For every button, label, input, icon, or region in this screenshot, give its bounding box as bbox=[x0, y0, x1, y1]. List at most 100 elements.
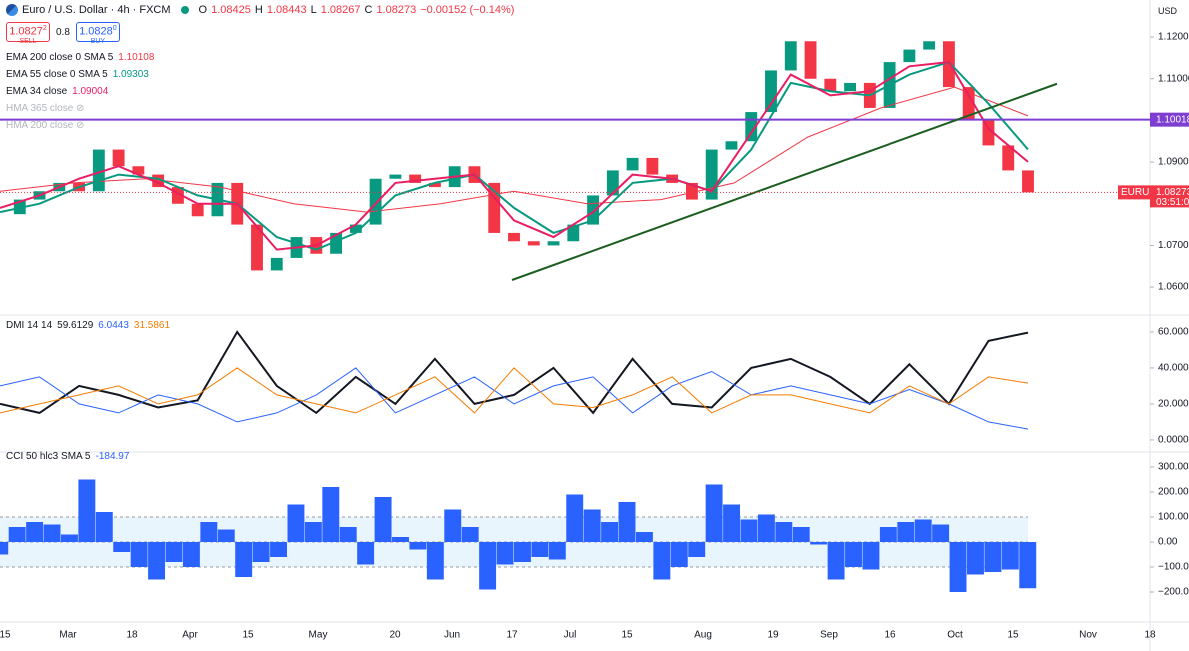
candle bbox=[132, 166, 145, 175]
cci-bar bbox=[287, 504, 305, 542]
y-tick-label: 1.12000 bbox=[1158, 32, 1189, 43]
x-tick-label: Mar bbox=[59, 630, 77, 641]
high-value: 1.08443 bbox=[266, 4, 307, 16]
legend-ema34[interactable]: EMA 34 close 1.09004 bbox=[6, 86, 108, 97]
x-tick-label: 18 bbox=[126, 630, 138, 641]
cci-bar bbox=[444, 509, 462, 542]
legend-label: CCI 50 hlc3 SMA 5 bbox=[6, 451, 91, 462]
symbol[interactable]: Euro / U.S. Dollar · 4h · FXCM bbox=[22, 4, 171, 16]
candle bbox=[409, 174, 422, 183]
cci-bar bbox=[409, 542, 427, 550]
candle bbox=[191, 203, 204, 217]
close-value: 1.08273 bbox=[376, 4, 417, 16]
x-tick-label: Nov bbox=[1079, 630, 1097, 641]
high-label: H bbox=[254, 4, 263, 16]
cci-bar bbox=[514, 542, 531, 562]
cci-bar bbox=[984, 542, 1002, 572]
cci-bar bbox=[845, 542, 862, 567]
legend-value: 1.09004 bbox=[72, 86, 109, 97]
ema200-line bbox=[0, 86, 1029, 213]
buy-label: BUY bbox=[90, 38, 106, 46]
candle bbox=[725, 141, 738, 150]
candle bbox=[547, 241, 560, 246]
cci-bar bbox=[479, 542, 497, 590]
candle bbox=[705, 149, 718, 200]
cci-bar bbox=[670, 542, 688, 567]
x-tick-label: Oct bbox=[947, 630, 963, 641]
trendline bbox=[511, 82, 1058, 281]
cci-bar bbox=[653, 542, 671, 580]
legend-cci[interactable]: CCI 50 hlc3 SMA 5 -184.97 bbox=[6, 451, 129, 462]
candle bbox=[152, 174, 165, 188]
cci-bar bbox=[165, 542, 183, 562]
cci-bar bbox=[740, 519, 758, 542]
legend-value: 1.09303 bbox=[112, 69, 149, 80]
candle bbox=[646, 157, 659, 175]
legend-label: EMA 34 close bbox=[6, 86, 68, 97]
legend-ema200[interactable]: EMA 200 close 0 SMA 5 1.10108 bbox=[6, 52, 154, 63]
y-tick-label: 1.09000 bbox=[1158, 157, 1189, 168]
legend-dmi[interactable]: DMI 14 14 59.6129 6.0443 31.5861 bbox=[6, 320, 170, 331]
cci-bar bbox=[688, 542, 706, 557]
open-value: 1.08425 bbox=[211, 4, 251, 16]
legend-hma365[interactable]: HMA 365 close ⊘ bbox=[6, 103, 85, 114]
countdown: 03:51:0 bbox=[1156, 197, 1189, 208]
close-label: C bbox=[364, 4, 373, 16]
cci-bar bbox=[60, 534, 78, 542]
x-tick-label: 15 bbox=[242, 630, 254, 641]
y-tick-label: 60.0000 bbox=[1158, 327, 1189, 338]
y-tick-label: 0.0000 bbox=[1158, 435, 1189, 446]
legend-label: EMA 200 close 0 SMA 5 bbox=[6, 52, 114, 63]
y-tick-label: −200.00 bbox=[1158, 587, 1189, 598]
candle bbox=[824, 78, 837, 92]
trade-panel: 1.08272 SELL 0.8 1.08280 BUY bbox=[6, 22, 120, 45]
y-tick-label: 20.0000 bbox=[1158, 399, 1189, 410]
cci-bar bbox=[235, 542, 253, 577]
sell-button[interactable]: 1.08272 SELL bbox=[6, 22, 50, 45]
buy-sup: 0 bbox=[112, 25, 117, 32]
candle bbox=[903, 49, 916, 63]
candle bbox=[626, 157, 639, 171]
candle bbox=[982, 120, 995, 146]
x-tick-label: 15 bbox=[621, 630, 633, 641]
x-tick-label: Aug bbox=[694, 630, 712, 641]
ema55-line bbox=[0, 60, 1029, 251]
candle bbox=[804, 41, 817, 79]
x-tick-label: 20 bbox=[389, 630, 401, 641]
legend-label: HMA 365 close bbox=[6, 103, 74, 114]
x-tick-label: 18 bbox=[1144, 630, 1156, 641]
cci-bar bbox=[78, 479, 96, 542]
cci-bar bbox=[113, 542, 131, 552]
x-tick-label: Jul bbox=[564, 630, 577, 641]
legend-ema55[interactable]: EMA 55 close 0 SMA 5 1.09303 bbox=[6, 69, 149, 80]
candle bbox=[567, 224, 580, 242]
legend-label: DMI 14 14 bbox=[6, 320, 53, 331]
x-tick-label: 16 bbox=[884, 630, 896, 641]
candle bbox=[171, 187, 184, 204]
candle bbox=[942, 41, 955, 88]
buy-button[interactable]: 1.08280 BUY bbox=[75, 22, 120, 45]
sell-price: 1.0827 bbox=[9, 25, 43, 38]
level-label: 1.10018 bbox=[1156, 114, 1189, 125]
low-value: 1.08267 bbox=[320, 4, 361, 16]
y-tick-label: 200.00 bbox=[1158, 487, 1189, 498]
candle bbox=[1002, 145, 1015, 171]
y-tick-label: 1.06000 bbox=[1158, 282, 1189, 293]
cci-bar bbox=[792, 527, 810, 542]
cci-bar bbox=[43, 524, 61, 542]
cci-bar bbox=[252, 542, 270, 562]
x-tick-label: 17 bbox=[506, 630, 518, 641]
x-tick-label: Jun bbox=[444, 630, 460, 641]
candle bbox=[1022, 170, 1034, 193]
level-tag bbox=[1150, 112, 1189, 127]
y-tick-label: −100.00 bbox=[1158, 562, 1189, 573]
legend-label: HMA 200 close bbox=[6, 120, 74, 131]
legend-hma200[interactable]: HMA 200 close ⊘ bbox=[6, 120, 85, 131]
cci-bar bbox=[1019, 542, 1037, 589]
change: −0.00152 (−0.14%) bbox=[420, 4, 515, 16]
y-tick-label: 1.11000 bbox=[1158, 73, 1189, 84]
x-tick-label: Apr bbox=[182, 630, 198, 641]
cci-bar bbox=[357, 542, 375, 565]
legend-value: -184.97 bbox=[95, 451, 130, 462]
